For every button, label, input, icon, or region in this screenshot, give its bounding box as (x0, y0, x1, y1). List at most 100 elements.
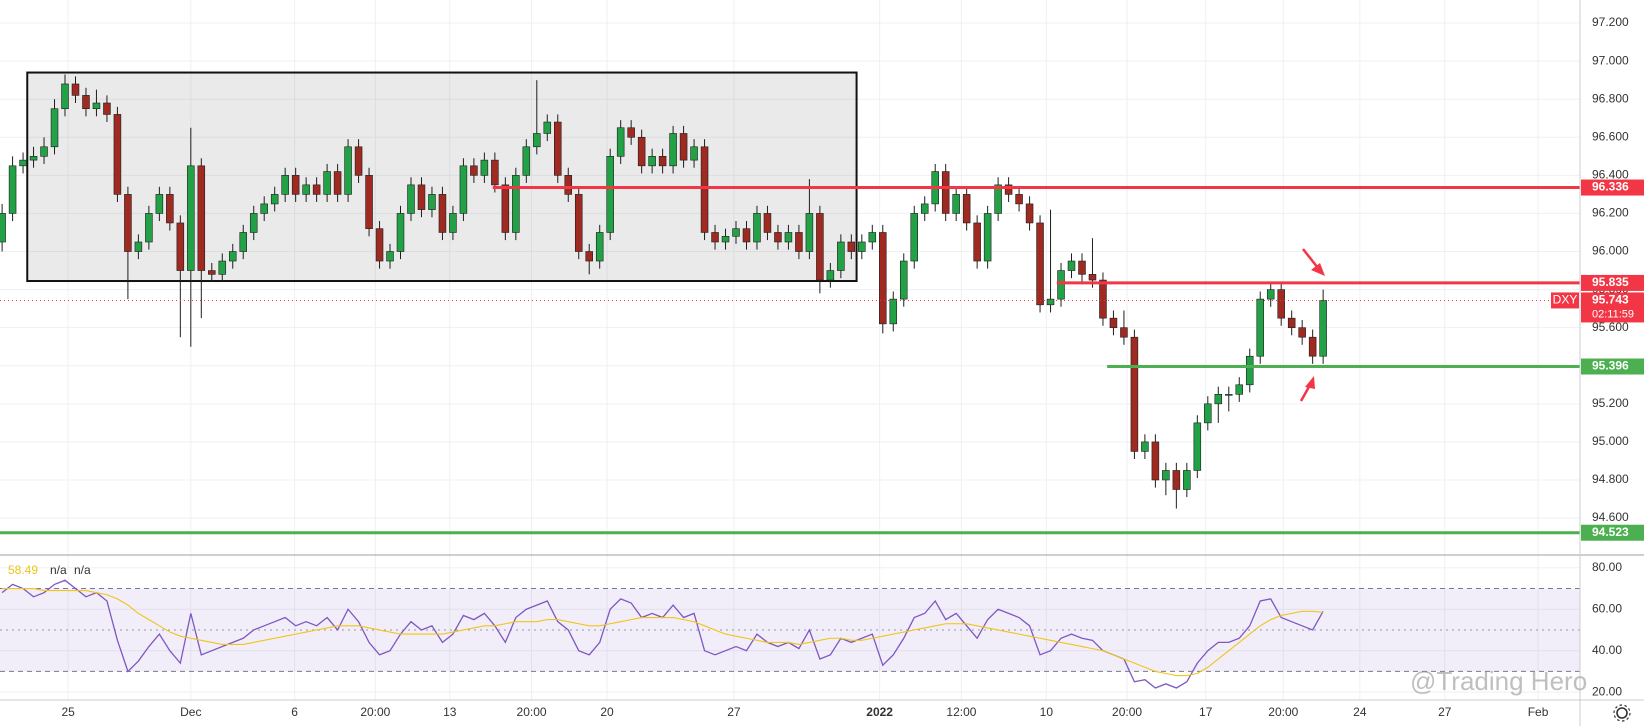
candle-body (910, 213, 919, 262)
candle-body (281, 175, 289, 195)
x-tick-label: 20 (600, 705, 614, 719)
candle-body (1214, 394, 1223, 405)
candle-body (1287, 317, 1296, 328)
y-tick-label: 97.200 (1592, 15, 1629, 29)
x-tick-label: 25 (61, 705, 75, 719)
candle-body (711, 232, 719, 243)
rsi-line (2, 587, 1324, 677)
candle-body (0, 213, 6, 243)
x-tick-label: 6 (291, 705, 298, 719)
candle-body (103, 102, 111, 115)
y-tick-label: 94.800 (1592, 472, 1629, 486)
candle-body (1245, 355, 1254, 386)
x-tick-label: 17 (1199, 705, 1213, 719)
candle-body (166, 194, 174, 224)
candle-body (302, 184, 310, 195)
candle-body (858, 241, 866, 252)
y-tick-label: 95.000 (1592, 434, 1629, 448)
candle-body (480, 159, 489, 176)
rsi-band (0, 588, 1580, 672)
candle-body (564, 175, 573, 195)
gear[interactable] (1616, 707, 1628, 719)
legend-na: n/a (50, 563, 67, 577)
arrow-head (1311, 263, 1325, 276)
candle-body (396, 213, 405, 252)
candle-body (962, 194, 971, 224)
candle-body (1015, 194, 1023, 205)
candle-body (606, 156, 614, 233)
candle-body (690, 146, 698, 161)
candle-body (1277, 289, 1285, 319)
candle-body (554, 121, 562, 176)
x-tick-label: Feb (1528, 705, 1549, 719)
candle-body (1193, 422, 1202, 471)
candle-body (543, 121, 552, 134)
candle-body (899, 260, 908, 300)
candle-body (260, 203, 268, 214)
candle-body (721, 235, 730, 243)
countdown-label: 02:11:59 (1592, 308, 1634, 320)
level-label-box (1581, 179, 1644, 196)
settings-icon[interactable] (1613, 704, 1631, 722)
candle-body (522, 146, 531, 176)
candle-body (145, 213, 153, 243)
candle-body (50, 108, 59, 148)
candle-body (826, 270, 835, 281)
candle-body (1172, 470, 1181, 490)
candle-body (648, 156, 656, 167)
candle-body (333, 171, 342, 195)
y-tick-label: 97.000 (1592, 53, 1629, 67)
y-tick-label: 60.00 (1592, 601, 1622, 615)
level-label: 96.336 (1592, 180, 1629, 194)
legend-value: 58.49 (8, 563, 38, 577)
x-tick-label: Dec (180, 705, 201, 719)
candle-body (82, 95, 90, 110)
gear-teeth[interactable] (1613, 704, 1631, 722)
candle-body (973, 222, 981, 262)
candle-body (994, 184, 1002, 214)
candle-body (8, 165, 17, 214)
level-label-box (1581, 274, 1644, 291)
last-price-label: 95.743 (1592, 293, 1629, 307)
x-tick-label: 20:00 (1112, 705, 1142, 719)
x-tick-label: 20:00 (360, 705, 390, 719)
candle-body (952, 194, 960, 214)
candle-body (805, 213, 814, 252)
candle-body (753, 213, 761, 243)
candle-body (669, 133, 677, 167)
candle-body (155, 194, 164, 214)
candle-body (742, 228, 751, 243)
candle-body (1204, 403, 1212, 424)
range-box (26, 71, 858, 283)
candle-body (658, 156, 667, 167)
candle-body (763, 213, 772, 233)
candle-body (291, 175, 300, 195)
x-tick-label: 13 (443, 705, 457, 719)
candle-body (365, 175, 373, 229)
candle-body (1266, 289, 1275, 300)
y-tick-label: 94.600 (1592, 510, 1629, 524)
candle-body (228, 251, 237, 262)
candle-body (868, 232, 877, 243)
candle-body (627, 127, 635, 138)
candle-body (176, 222, 185, 271)
x-tick-label: 24 (1353, 705, 1367, 719)
candle-body (354, 146, 363, 176)
plot (0, 71, 1580, 689)
candle-body (40, 146, 48, 157)
level-label: 95.835 (1592, 275, 1629, 289)
candle-body (407, 184, 415, 214)
candle-body (1078, 260, 1086, 275)
candle-body (470, 165, 478, 176)
candle-body (732, 228, 740, 237)
candle-body (71, 83, 80, 96)
candle-body (616, 127, 625, 157)
y-tick-label: 96.600 (1592, 129, 1629, 143)
candle-body (1235, 384, 1244, 395)
y-tick-label: 95.600 (1592, 320, 1629, 334)
y-tick-label: 80.00 (1592, 560, 1622, 574)
candle-body (197, 165, 206, 271)
x-tick-label: 20:00 (517, 705, 547, 719)
candle-body (19, 159, 27, 167)
